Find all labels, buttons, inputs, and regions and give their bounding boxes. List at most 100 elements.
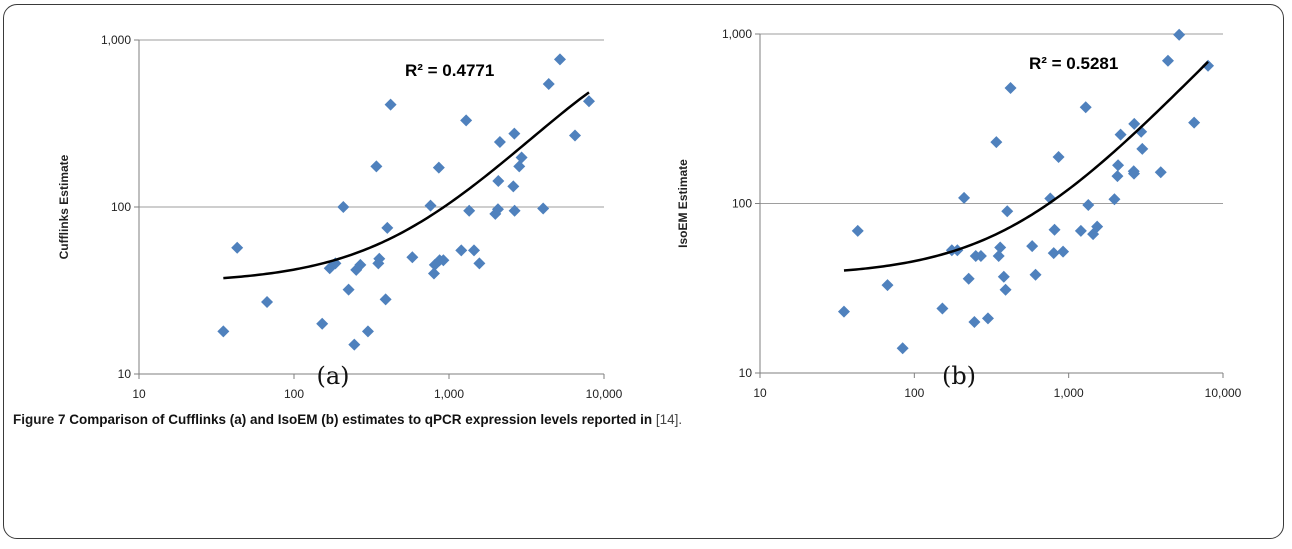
- data-point: [962, 272, 975, 285]
- data-point: [1029, 268, 1042, 281]
- data-point: [553, 53, 566, 66]
- data-point: [316, 317, 329, 330]
- y-axis-title: Cufflinks Estimate: [57, 154, 71, 259]
- data-point: [373, 252, 386, 265]
- data-point: [994, 241, 1007, 254]
- data-point: [384, 98, 397, 111]
- data-point: [342, 283, 355, 296]
- data-point: [379, 293, 392, 306]
- caption-reference-link[interactable]: [14].: [655, 412, 683, 427]
- data-point: [537, 202, 550, 215]
- data-point: [491, 203, 504, 216]
- data-point: [1004, 82, 1017, 95]
- data-point: [261, 295, 274, 308]
- data-point: [406, 251, 419, 264]
- data-point: [231, 241, 244, 254]
- data-point: [460, 114, 473, 127]
- data-point: [990, 136, 1003, 149]
- data-point: [1079, 101, 1092, 114]
- panel-label-a: (a): [316, 362, 350, 390]
- x-tick-label: 1,000: [434, 387, 464, 400]
- data-point: [437, 254, 450, 267]
- x-tick-label: 1,000: [1054, 386, 1084, 400]
- figure-caption: Figure 7 Comparison of Cufflinks (a) and…: [13, 412, 682, 427]
- data-point: [542, 78, 555, 91]
- data-point: [348, 338, 361, 351]
- data-point: [337, 201, 350, 213]
- x-tick-label: 100: [904, 386, 924, 400]
- panel-label-b: (b): [941, 362, 977, 390]
- data-point: [896, 342, 909, 355]
- data-point: [1112, 159, 1125, 172]
- data-point: [1111, 170, 1124, 183]
- data-point: [354, 258, 367, 271]
- figure-frame: [3, 4, 1284, 539]
- y-tick-label: 1,000: [722, 27, 752, 41]
- data-point: [1188, 116, 1201, 129]
- data-point: [492, 175, 505, 188]
- data-point: [463, 204, 476, 217]
- figure-number: Figure 7: [13, 412, 66, 427]
- y-axis-title: IsoEM Estimate: [676, 159, 690, 248]
- data-point: [1154, 166, 1167, 179]
- data-point: [513, 160, 526, 173]
- data-point: [1127, 167, 1140, 180]
- caption-text: Comparison of Cufflinks (a) and IsoEM (b…: [69, 412, 653, 427]
- r-squared-label: R² = 0.5281: [1029, 54, 1118, 73]
- data-point: [370, 160, 383, 173]
- data-point: [515, 151, 528, 164]
- data-point: [1057, 245, 1070, 258]
- data-point: [473, 257, 486, 270]
- data-point: [468, 244, 481, 257]
- data-point: [1048, 223, 1061, 236]
- data-point: [1082, 198, 1095, 211]
- data-point: [974, 250, 987, 263]
- data-point: [851, 224, 864, 237]
- data-point: [1173, 28, 1186, 41]
- y-tick-label: 10: [118, 367, 132, 381]
- data-point: [1074, 224, 1087, 237]
- data-point: [1108, 193, 1121, 206]
- data-point: [1052, 151, 1065, 164]
- data-point: [1026, 240, 1039, 253]
- data-point: [508, 204, 521, 217]
- data-point: [424, 199, 437, 212]
- data-point: [1091, 220, 1104, 233]
- data-point: [582, 95, 595, 108]
- x-tick-label: 100: [284, 387, 304, 400]
- data-point: [1128, 117, 1141, 130]
- data-point: [958, 191, 971, 204]
- y-tick-label: 10: [739, 366, 753, 380]
- data-point: [1202, 59, 1215, 72]
- data-point: [381, 221, 394, 234]
- y-tick-label: 100: [732, 197, 752, 211]
- x-tick-label: 10: [132, 387, 146, 400]
- data-point: [493, 136, 506, 149]
- trendline: [223, 91, 590, 280]
- data-point: [999, 283, 1012, 296]
- data-point: [361, 325, 374, 338]
- x-tick-label: 10,000: [586, 387, 623, 400]
- data-point: [455, 244, 468, 257]
- data-point: [217, 325, 230, 338]
- data-point: [427, 267, 440, 280]
- data-point: [508, 127, 521, 140]
- data-point: [1047, 247, 1060, 260]
- data-point: [432, 161, 445, 174]
- data-point: [881, 279, 894, 292]
- data-point: [968, 315, 981, 328]
- data-point: [569, 129, 582, 142]
- data-point: [1136, 142, 1149, 155]
- data-point: [1001, 205, 1014, 218]
- data-point: [936, 302, 949, 315]
- data-point: [507, 180, 520, 193]
- data-point: [992, 250, 1005, 263]
- y-tick-label: 100: [111, 200, 131, 214]
- y-tick-label: 1,000: [101, 33, 131, 47]
- data-point: [1161, 54, 1174, 67]
- trendline: [843, 60, 1209, 272]
- data-point: [837, 305, 850, 318]
- data-point: [1087, 228, 1100, 241]
